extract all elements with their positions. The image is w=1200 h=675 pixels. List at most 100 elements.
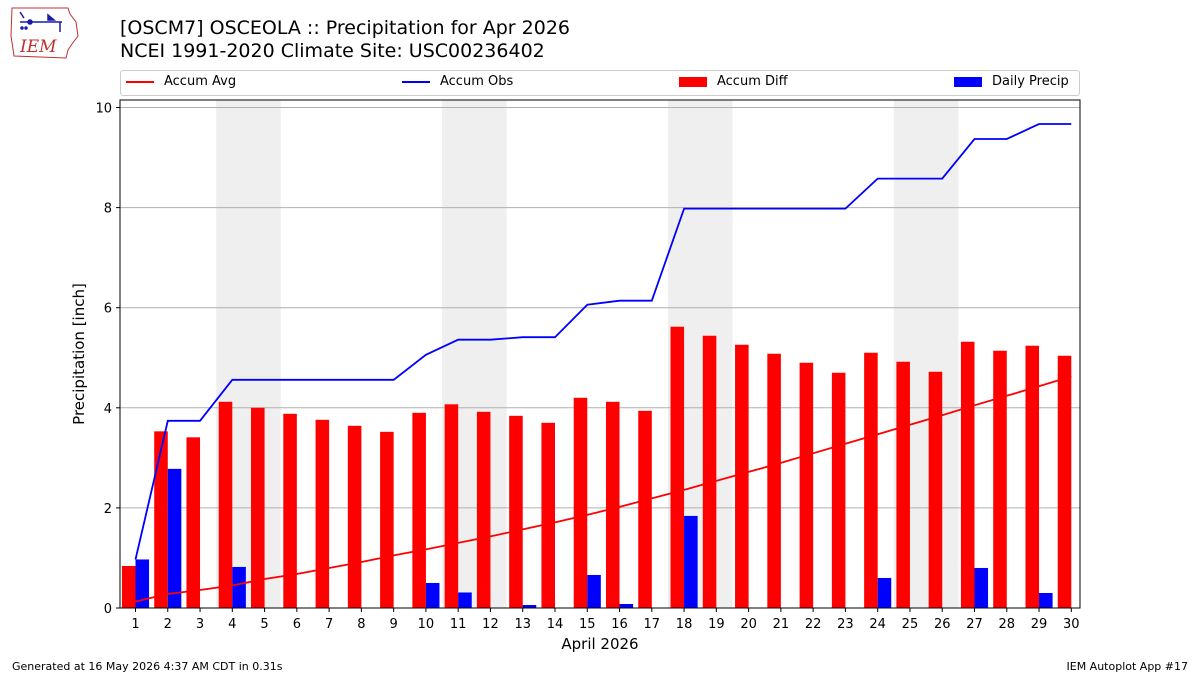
x-tick-label: 22 (805, 617, 822, 632)
bar-accum-diff (573, 397, 588, 608)
bar-daily-precip (232, 566, 246, 608)
bar-daily-precip (522, 604, 537, 608)
line-accum-obs (134, 123, 1072, 560)
bar-accum-diff (412, 412, 426, 608)
bar-accum-diff (476, 411, 491, 608)
x-tick-label: 29 (1031, 617, 1048, 632)
x-tick-label: 30 (1063, 617, 1080, 632)
bar-daily-precip (974, 567, 989, 608)
bar-accum-diff (380, 431, 394, 608)
bar-accum-diff (444, 404, 459, 608)
bar-accum-diff (1025, 345, 1040, 608)
x-tick-label: 18 (676, 617, 693, 632)
bar-accum-diff (186, 437, 201, 608)
bar-daily-precip (877, 577, 892, 608)
bars (121, 326, 1072, 608)
bar-accum-diff (993, 350, 1007, 608)
x-tick-label: 1 (131, 617, 139, 632)
iem-logo: IEM (10, 7, 79, 59)
x-tick-label: 19 (708, 617, 725, 632)
bar-accum-diff (702, 335, 717, 608)
x-tick-label: 2 (164, 617, 172, 632)
y-tick-label: 2 (104, 502, 112, 517)
bar-accum-diff (541, 422, 555, 608)
weather-station-icon (19, 11, 62, 32)
x-tick-label: 15 (579, 617, 596, 632)
x-tick-label: 4 (228, 617, 236, 632)
grid-lines (120, 107, 1080, 509)
legend-label-accum-obs: Accum Obs (440, 74, 514, 89)
legend-entry-accum-obs: Accum Obs (402, 74, 513, 90)
bar-accum-diff (896, 361, 910, 608)
x-tick-label: 9 (390, 617, 398, 632)
legend-entry-accum-diff: Accum Diff (679, 74, 788, 90)
bar-accum-diff (121, 565, 136, 608)
plot-frame (119, 99, 1081, 609)
x-tick-label: 28 (998, 617, 1015, 632)
line-accum-avg (135, 375, 1072, 603)
bar-accum-diff (670, 326, 685, 608)
x-tick-label: 12 (482, 617, 499, 632)
bar-accum-diff (218, 401, 233, 608)
bar-accum-diff (767, 353, 781, 608)
x-tick-label: 5 (260, 617, 268, 632)
accumulation-lines (134, 123, 1072, 603)
x-tick-label: 14 (547, 617, 564, 632)
x-tick-label: 7 (325, 617, 333, 632)
legend-label-accum-diff: Accum Diff (717, 74, 788, 89)
bar-accum-diff (283, 413, 297, 608)
bar-accum-diff (509, 415, 523, 608)
x-tick-label: 13 (514, 617, 531, 632)
bar-accum-diff (928, 371, 943, 608)
x-tick-label: 20 (740, 617, 757, 632)
x-tick-label: 11 (450, 617, 467, 632)
x-tick-label: 6 (293, 617, 301, 632)
bar-accum-diff (799, 362, 814, 608)
bar-accum-diff (154, 431, 168, 608)
x-tick-label: 27 (966, 617, 983, 632)
bar-accum-diff (1057, 355, 1072, 608)
y-tick-label: 10 (95, 102, 112, 117)
legend-entry-daily-precip: Daily Precip (954, 74, 1069, 90)
y-tick-label: 0 (104, 602, 112, 617)
y-tick-label: 6 (104, 302, 112, 317)
y-tick-label: 4 (104, 402, 112, 417)
bar-accum-diff (315, 419, 330, 608)
bar-accum-diff (960, 341, 975, 608)
bar-accum-diff (831, 372, 846, 608)
legend-entry-accum-avg: Accum Avg (126, 74, 236, 90)
legend-swatch-accum-avg (126, 80, 154, 83)
legend-swatch-daily-precip (954, 76, 982, 87)
x-tick-label: 8 (357, 617, 365, 632)
bar-accum-diff (347, 425, 362, 608)
legend-swatch-accum-obs (402, 80, 430, 83)
x-tick-label: 21 (773, 617, 790, 632)
bar-daily-precip (425, 582, 440, 608)
x-axis-label: April 2026 (561, 635, 638, 653)
logo-text: IEM (19, 37, 57, 57)
bar-daily-precip (587, 574, 601, 608)
x-tick-label: 25 (902, 617, 919, 632)
x-tick-label: 24 (869, 617, 886, 632)
legend-label-accum-avg: Accum Avg (164, 74, 237, 89)
legend-swatch-accum-diff (679, 76, 707, 87)
bar-daily-precip (458, 592, 472, 608)
generated-timestamp: Generated at 16 May 2026 4:37 AM CDT in … (12, 660, 283, 673)
bar-daily-precip (684, 515, 698, 608)
x-tick-label: 26 (934, 617, 951, 632)
x-tick-label: 23 (837, 617, 854, 632)
bar-accum-diff (735, 344, 749, 608)
legend: Accum Avg Accum Obs Accum Diff Daily Pre… (120, 70, 1080, 96)
legend-label-daily-precip: Daily Precip (992, 74, 1069, 89)
bar-daily-precip (619, 603, 634, 608)
bar-accum-diff (605, 401, 620, 608)
x-tick-label: 10 (418, 617, 435, 632)
bar-daily-precip (1039, 592, 1053, 608)
x-tick-label: 17 (644, 617, 661, 632)
bar-accum-diff (251, 407, 265, 608)
x-tick-label: 16 (611, 617, 628, 632)
y-axis-label: Precipitation [inch] (70, 283, 88, 425)
chart-subtitle: NCEI 1991-2020 Climate Site: USC00236402 (120, 40, 545, 62)
